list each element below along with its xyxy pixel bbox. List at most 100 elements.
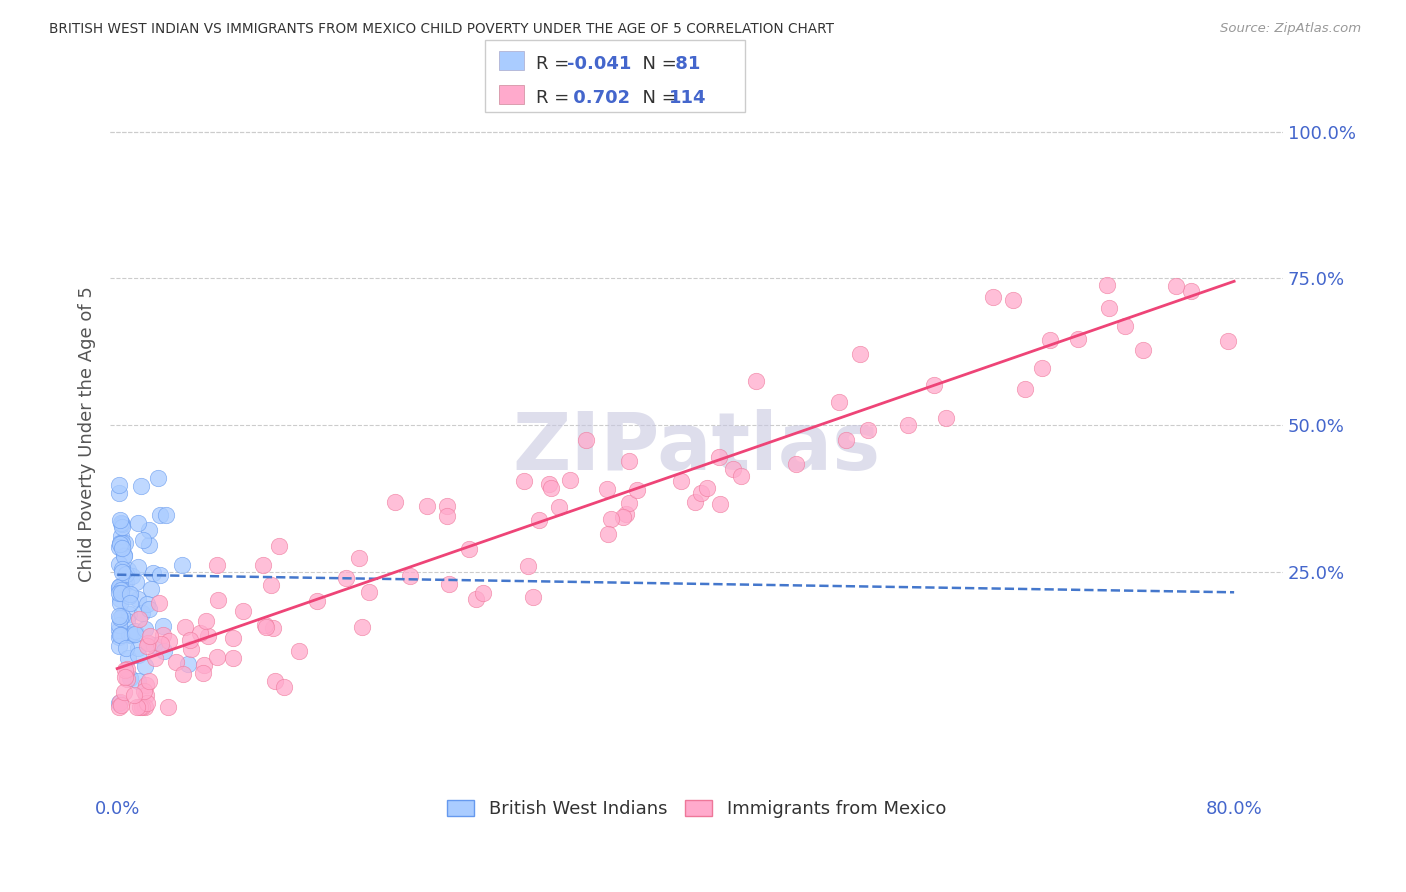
Point bbox=[191, 665, 214, 680]
Text: R =: R = bbox=[536, 55, 575, 73]
Text: ZIPatlas: ZIPatlas bbox=[512, 409, 880, 487]
Point bbox=[112, 548, 135, 562]
Point bbox=[458, 542, 481, 557]
Point bbox=[1180, 284, 1202, 298]
Point bbox=[179, 633, 201, 648]
Point bbox=[111, 562, 134, 576]
Text: 0.702: 0.702 bbox=[567, 89, 630, 107]
Point bbox=[135, 597, 157, 611]
Point bbox=[256, 619, 278, 633]
Point bbox=[683, 494, 706, 508]
Point bbox=[835, 433, 858, 447]
Point bbox=[138, 538, 160, 552]
Point bbox=[547, 500, 569, 514]
Point bbox=[399, 569, 422, 583]
Point bbox=[596, 527, 619, 541]
Point bbox=[350, 620, 373, 634]
Point bbox=[152, 618, 174, 632]
Point bbox=[357, 584, 380, 599]
Point bbox=[146, 471, 169, 485]
Point bbox=[981, 290, 1004, 304]
Point bbox=[129, 699, 152, 714]
Text: R =: R = bbox=[536, 89, 575, 107]
Point bbox=[114, 567, 136, 582]
Point bbox=[157, 633, 180, 648]
Point bbox=[612, 510, 634, 524]
Point bbox=[121, 628, 143, 642]
Point bbox=[1067, 332, 1090, 346]
Point bbox=[136, 696, 159, 710]
Point bbox=[135, 678, 157, 692]
Point bbox=[118, 671, 141, 685]
Point bbox=[924, 378, 946, 392]
Point bbox=[107, 580, 129, 594]
Point bbox=[437, 576, 460, 591]
Point bbox=[617, 453, 640, 467]
Point bbox=[108, 486, 131, 500]
Point bbox=[149, 637, 172, 651]
Point bbox=[124, 627, 146, 641]
Point bbox=[107, 697, 129, 711]
Point bbox=[1031, 361, 1053, 376]
Point bbox=[1095, 278, 1118, 293]
Point bbox=[856, 423, 879, 437]
Point bbox=[785, 457, 807, 471]
Point bbox=[260, 578, 283, 592]
Point bbox=[849, 347, 872, 361]
Point bbox=[527, 513, 550, 527]
Point bbox=[172, 667, 194, 681]
Point bbox=[111, 541, 134, 556]
Point bbox=[124, 624, 146, 638]
Text: 114: 114 bbox=[669, 89, 707, 107]
Point bbox=[1098, 301, 1121, 315]
Text: 81: 81 bbox=[669, 55, 700, 73]
Point bbox=[107, 581, 129, 595]
Text: BRITISH WEST INDIAN VS IMMIGRANTS FROM MEXICO CHILD POVERTY UNDER THE AGE OF 5 C: BRITISH WEST INDIAN VS IMMIGRANTS FROM M… bbox=[49, 22, 834, 37]
Point bbox=[108, 591, 131, 606]
Point bbox=[117, 614, 139, 628]
Point bbox=[127, 516, 149, 530]
Point bbox=[118, 589, 141, 603]
Point bbox=[111, 565, 134, 579]
Text: Source: ZipAtlas.com: Source: ZipAtlas.com bbox=[1220, 22, 1361, 36]
Point bbox=[120, 628, 142, 642]
Text: N =: N = bbox=[631, 89, 683, 107]
Point bbox=[207, 650, 229, 665]
Point bbox=[707, 450, 730, 465]
Point bbox=[619, 495, 641, 509]
Point bbox=[114, 535, 136, 549]
Point bbox=[110, 579, 132, 593]
Point bbox=[107, 586, 129, 600]
Point bbox=[152, 627, 174, 641]
Point bbox=[121, 569, 143, 583]
Point bbox=[108, 695, 131, 709]
Point bbox=[110, 583, 132, 598]
Point bbox=[690, 485, 713, 500]
Text: -0.041: -0.041 bbox=[567, 55, 631, 73]
Point bbox=[114, 574, 136, 589]
Point bbox=[110, 610, 132, 624]
Point bbox=[118, 587, 141, 601]
Point bbox=[138, 523, 160, 537]
Point bbox=[207, 593, 229, 607]
Point bbox=[1216, 334, 1239, 348]
Point bbox=[307, 594, 329, 608]
Point bbox=[1166, 279, 1188, 293]
Point bbox=[264, 673, 287, 688]
Point bbox=[174, 620, 197, 634]
Point bbox=[110, 628, 132, 642]
Point bbox=[114, 670, 136, 684]
Point bbox=[107, 477, 129, 491]
Point bbox=[107, 623, 129, 637]
Point bbox=[252, 558, 274, 573]
Point bbox=[273, 680, 295, 694]
Point bbox=[153, 644, 176, 658]
Point bbox=[108, 513, 131, 527]
Point bbox=[1114, 319, 1136, 334]
Point bbox=[138, 673, 160, 688]
Point bbox=[267, 539, 290, 553]
Point bbox=[730, 469, 752, 483]
Point bbox=[112, 549, 135, 564]
Point bbox=[897, 418, 920, 433]
Point bbox=[107, 630, 129, 644]
